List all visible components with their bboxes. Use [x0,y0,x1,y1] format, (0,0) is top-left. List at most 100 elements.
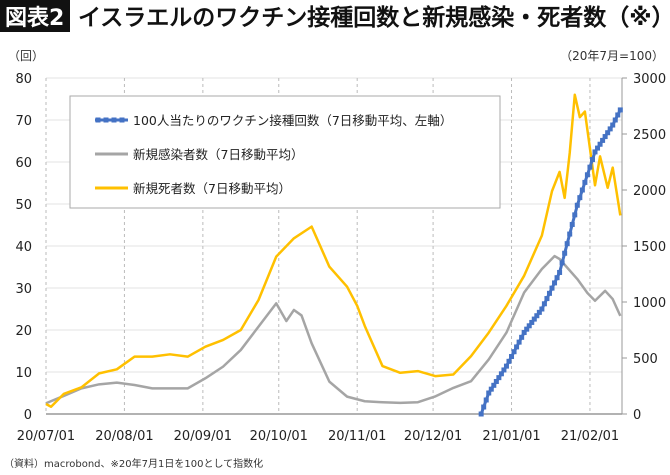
data-point [572,212,578,218]
data-point [569,221,575,227]
data-point [498,371,504,377]
series-line [45,254,622,405]
series-2 [45,93,622,408]
data-point [531,316,537,322]
right-tick-label: 2000 [633,184,666,199]
data-point [503,363,509,369]
x-tick-label: 20/10/01 [250,429,308,444]
right-axis: 0 500 1000 1500 2000 2500 3000 [621,72,666,423]
x-tick-label: 20/12/01 [404,429,462,444]
data-point [488,386,494,392]
data-point [506,358,512,364]
left-tick-label: 70 [15,114,32,129]
legend: 100人当たりのワクチン接種回数（7日移動平均、左軸） 新規感染者数（7日移動平均… [69,95,501,209]
data-point [587,164,593,170]
right-tick-label: 1000 [633,296,666,311]
data-point [526,323,532,329]
data-point [514,344,520,350]
data-point [493,378,499,384]
data-point [496,375,502,381]
data-point [607,126,613,132]
data-point [567,231,573,237]
legend-item: 新規死者数（7日移動平均） [95,181,291,196]
data-point [592,149,598,155]
legend-marker [119,117,125,123]
legend-item: 100人当たりのワクチン接種回数（7日移動平均、左軸） [95,113,452,128]
left-tick-label: 80 [15,72,32,87]
data-point [602,134,608,140]
data-point [481,404,487,410]
data-point [557,269,563,275]
data-point [615,112,621,118]
data-point [605,130,611,136]
left-tick-label: 20 [15,324,32,339]
data-point [552,280,558,286]
left-axis: 0 10 20 30 40 50 60 70 80 [15,72,32,423]
data-point [564,241,570,247]
data-point [549,285,555,291]
series-line [45,93,622,408]
legend-marker [95,117,101,123]
legend-box [69,95,501,209]
data-point [516,339,522,345]
x-tick-label: 21/01/01 [482,429,540,444]
right-tick-label: 500 [633,352,658,367]
data-point [501,367,507,373]
data-point [491,382,497,388]
source-note: （資料）macrobond、※20年7月1日を100として指数化 [4,457,263,470]
series-group [45,93,623,417]
right-axis-unit: （20年7月=100） [560,49,664,63]
data-point [483,397,489,403]
data-point [617,107,623,113]
left-tick-label: 30 [15,282,32,297]
data-point [554,275,560,281]
data-point [582,179,588,185]
x-tick-label: 21/02/01 [561,429,619,444]
data-point [577,195,583,201]
data-point [534,313,540,319]
x-tick-label: 20/08/01 [95,429,153,444]
data-point [511,349,517,355]
left-tick-label: 40 [15,240,32,255]
figure-label: 図表2 [5,6,64,31]
right-tick-label: 2500 [633,128,666,143]
data-point [574,202,580,208]
right-tick-label: 0 [633,408,641,423]
data-point [529,319,535,325]
data-point [521,330,527,336]
right-tick-label: 1500 [633,240,666,255]
x-tick-label: 20/07/01 [17,429,75,444]
data-point [579,187,585,193]
data-point [600,137,606,143]
legend-marker [103,117,109,123]
left-tick-label: 0 [24,408,32,423]
data-point [559,260,565,266]
chart-title: イスラエルのワクチン接種回数と新規感染・死者数（※） [78,4,670,31]
data-point [589,157,595,163]
data-point [610,122,616,128]
data-point [595,145,601,151]
right-tick-label: 3000 [633,72,666,87]
left-tick-label: 60 [15,156,32,171]
data-point [539,306,545,312]
series-0 [478,107,623,417]
data-point [509,354,515,360]
data-point [536,309,542,315]
data-point [519,334,525,340]
data-point [524,326,530,332]
left-tick-label: 50 [15,198,32,213]
data-point [562,250,568,256]
x-tick-label: 20/11/01 [328,429,386,444]
data-point [597,141,603,147]
legend-item: 新規感染者数（7日移動平均） [95,147,303,162]
data-point [544,296,550,302]
series-1 [45,254,622,405]
data-point [546,290,552,296]
data-point [486,390,492,396]
data-point [478,411,484,417]
x-tick-label: 20/09/01 [174,429,232,444]
legend-label: 100人当たりのワクチン接種回数（7日移動平均、左軸） [133,113,452,128]
legend-label: 新規感染者数（7日移動平均） [133,147,303,162]
data-point [541,301,547,307]
